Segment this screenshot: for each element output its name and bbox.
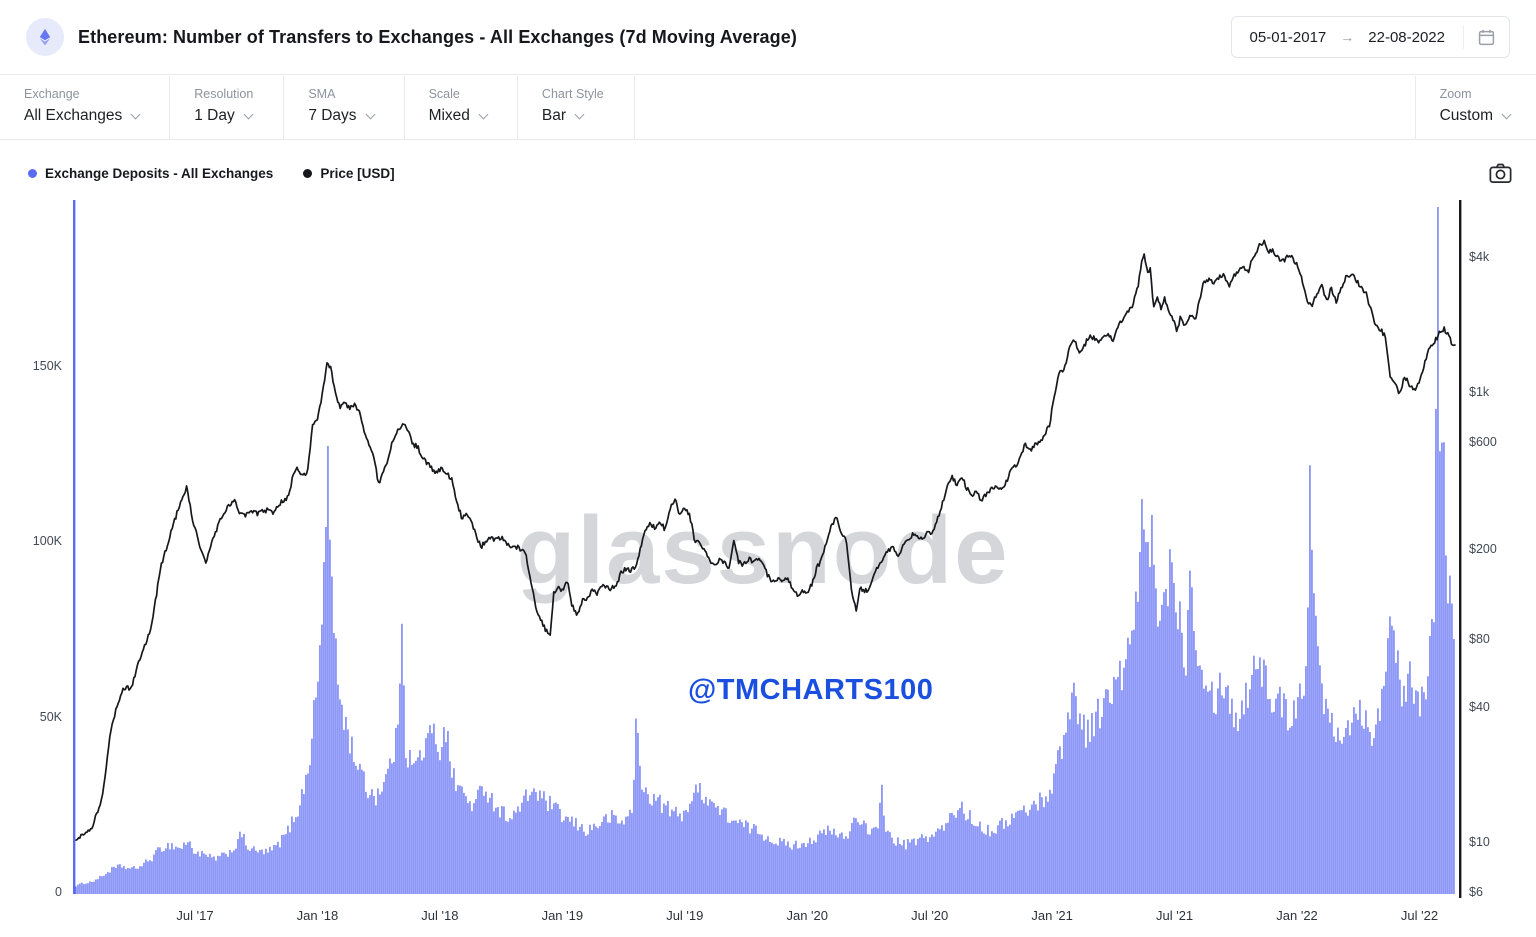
chevron-down-icon bbox=[1501, 109, 1512, 119]
toolbar-group-chart-style[interactable]: Chart Style Bar bbox=[518, 76, 635, 139]
toolbar-group-value[interactable]: Bar bbox=[542, 107, 604, 125]
zoom-value[interactable]: Custom bbox=[1439, 107, 1512, 125]
chart-area: glassnode @TMCHARTS100 050K100K150K$6$10… bbox=[0, 200, 1536, 937]
toolbar-group-value-text: 7 Days bbox=[308, 107, 357, 124]
zoom-value-text: Custom bbox=[1439, 107, 1493, 124]
toolbar-group-exchange[interactable]: Exchange All Exchanges bbox=[0, 76, 171, 139]
legend-items: Exchange Deposits - All Exchanges Price [… bbox=[28, 166, 395, 181]
toolbar-group-value-text: 1 Day bbox=[194, 107, 235, 124]
chevron-down-icon bbox=[130, 109, 141, 119]
chart-canvas[interactable] bbox=[0, 200, 1536, 937]
legend-item-price-usd[interactable]: Price [USD] bbox=[303, 165, 395, 181]
chevron-down-icon bbox=[243, 109, 254, 119]
toolbar-group-label: Chart Style bbox=[541, 87, 604, 101]
ethereum-glyph bbox=[39, 28, 51, 46]
toolbar-group-label: Resolution bbox=[194, 87, 254, 101]
zoom-label: Zoom bbox=[1439, 87, 1472, 101]
tmcharts-annotation: @TMCHARTS100 bbox=[688, 674, 934, 706]
toolbar-groups: Exchange All Exchanges Resolution 1 Day SMA 7… bbox=[0, 76, 635, 139]
toolbar-group-label: Scale bbox=[428, 87, 460, 101]
legend-row: Exchange Deposits - All Exchanges Price [… bbox=[28, 156, 1512, 190]
header: Ethereum: Number of Transfers to Exchang… bbox=[0, 0, 1536, 75]
arrow-right-icon: → bbox=[1340, 29, 1355, 45]
date-range-picker[interactable]: 05-01-2017 → 22-08-2022 bbox=[1230, 16, 1510, 58]
camera-button[interactable] bbox=[1489, 163, 1512, 184]
toolbar-group-value-text: Mixed bbox=[428, 107, 470, 124]
page-title: Ethereum: Number of Transfers to Exchang… bbox=[78, 26, 797, 47]
chevron-down-icon bbox=[478, 109, 489, 119]
legend-dot-icon bbox=[28, 168, 37, 178]
toolbar-group-value[interactable]: All Exchanges bbox=[24, 107, 141, 125]
legend-label: Exchange Deposits - All Exchanges bbox=[45, 165, 274, 181]
toolbar: Exchange All Exchanges Resolution 1 Day SMA 7… bbox=[0, 76, 1536, 140]
toolbar-group-value[interactable]: 1 Day bbox=[194, 107, 254, 125]
toolbar-group-value[interactable]: 7 Days bbox=[308, 107, 376, 125]
ethereum-icon bbox=[26, 18, 64, 56]
toolbar-group-zoom[interactable]: Zoom Custom bbox=[1414, 76, 1536, 139]
date-to[interactable]: 22-08-2022 bbox=[1368, 28, 1445, 46]
toolbar-group-value[interactable]: Mixed bbox=[428, 107, 489, 125]
legend-dot-icon bbox=[303, 168, 313, 178]
toolbar-group-label: SMA bbox=[308, 87, 336, 101]
divider bbox=[1463, 25, 1464, 49]
calendar-icon[interactable] bbox=[1478, 29, 1495, 46]
toolbar-group-sma[interactable]: SMA 7 Days bbox=[284, 76, 405, 139]
title-wrap: Ethereum: Number of Transfers to Exchang… bbox=[26, 18, 797, 56]
toolbar-group-value-text: Bar bbox=[541, 107, 567, 124]
toolbar-group-resolution[interactable]: Resolution 1 Day bbox=[170, 76, 285, 139]
chevron-down-icon bbox=[365, 109, 376, 119]
legend-label: Price [USD] bbox=[320, 165, 395, 181]
toolbar-group-value-text: All Exchanges bbox=[24, 107, 123, 124]
date-from[interactable]: 05-01-2017 bbox=[1249, 28, 1327, 46]
chevron-down-icon bbox=[574, 109, 585, 119]
toolbar-group-label: Exchange bbox=[24, 87, 80, 101]
legend-item-exchange-deposits-all-exchanges[interactable]: Exchange Deposits - All Exchanges bbox=[28, 166, 273, 181]
toolbar-group-scale[interactable]: Scale Mixed bbox=[405, 76, 518, 139]
